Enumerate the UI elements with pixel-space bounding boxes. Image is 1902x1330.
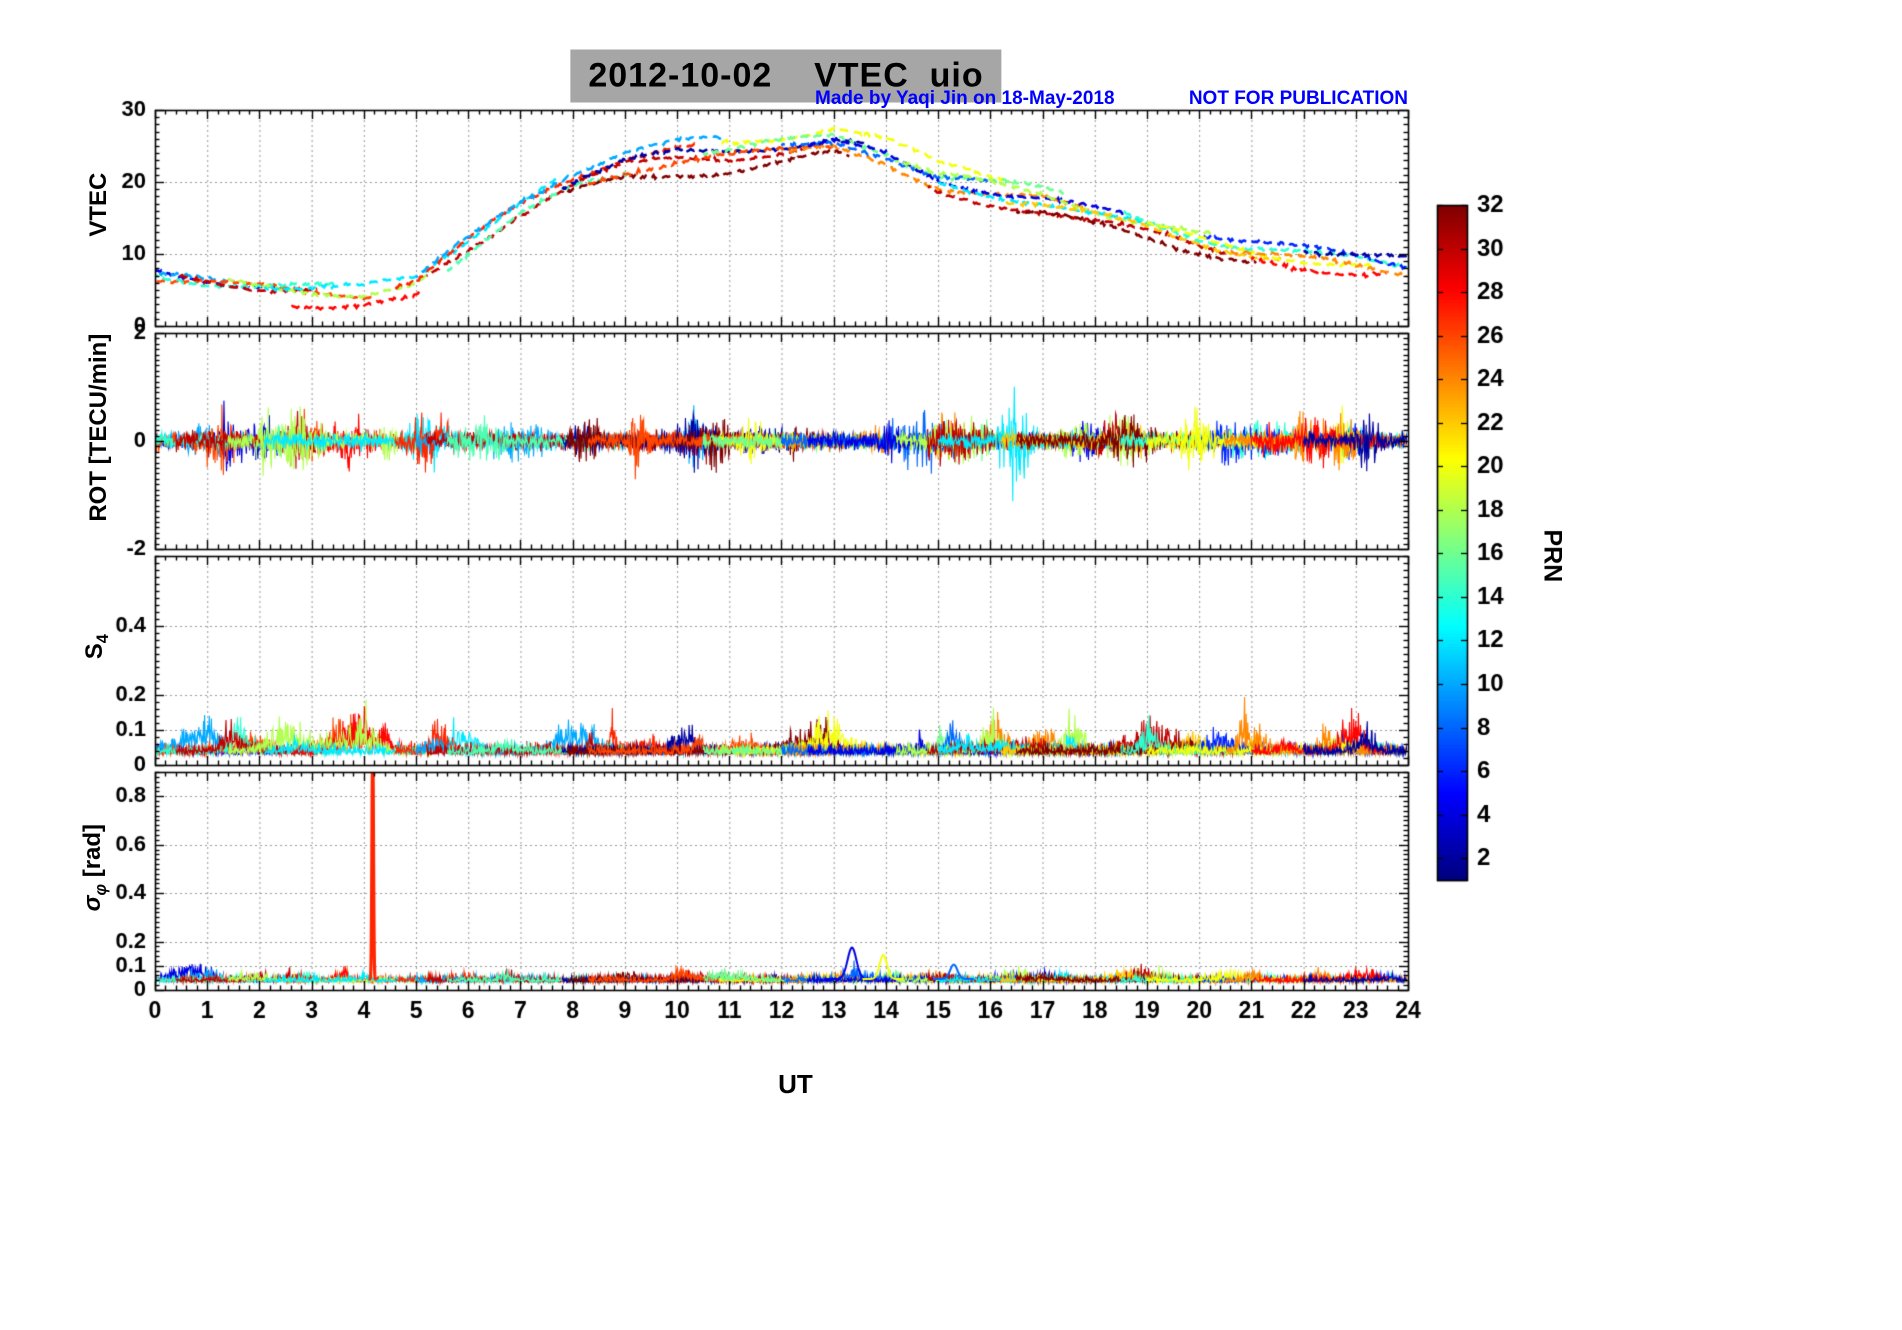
colorbar-label: PRN	[1509, 502, 1596, 583]
watermark-notice: NOT FOR PUBLICATION	[1188, 88, 1408, 109]
y-axis-label-sigma-phi: σφ [rad]	[51, 824, 139, 938]
watermark-credit: Made by Yaqi Jin on 18-May-2018	[815, 88, 1115, 109]
y-axis-label-s4-main: S	[81, 643, 109, 660]
y-axis-label-sigma-unit: [rad]	[79, 823, 107, 884]
watermark: Made by Yaqi Jin on 18-May-2018 NOT FOR …	[815, 88, 1408, 110]
y-axis-label-vtec-text: VTEC	[85, 172, 112, 237]
y-axis-label-sigma-sub: φ	[91, 883, 110, 896]
x-axis-label-text: UT	[778, 1069, 813, 1099]
y-axis-label-sigma-main: σ	[79, 895, 107, 912]
y-axis-label-vtec: VTEC	[57, 173, 141, 264]
x-axis-label: UT	[749, 1038, 813, 1131]
y-axis-label-rot-text: ROT [TECU/min]	[85, 333, 112, 522]
y-axis-label-rot: ROT [TECU/min]	[57, 334, 141, 549]
y-axis-label-s4: S4	[53, 634, 141, 686]
chart-title: 2012-10-02 VTEC uio	[570, 49, 1002, 103]
colorbar-label-text: PRN	[1538, 529, 1567, 583]
y-axis-label-s4-sub: 4	[93, 634, 112, 644]
chart-title-text: 2012-10-02 VTEC uio	[588, 56, 984, 95]
